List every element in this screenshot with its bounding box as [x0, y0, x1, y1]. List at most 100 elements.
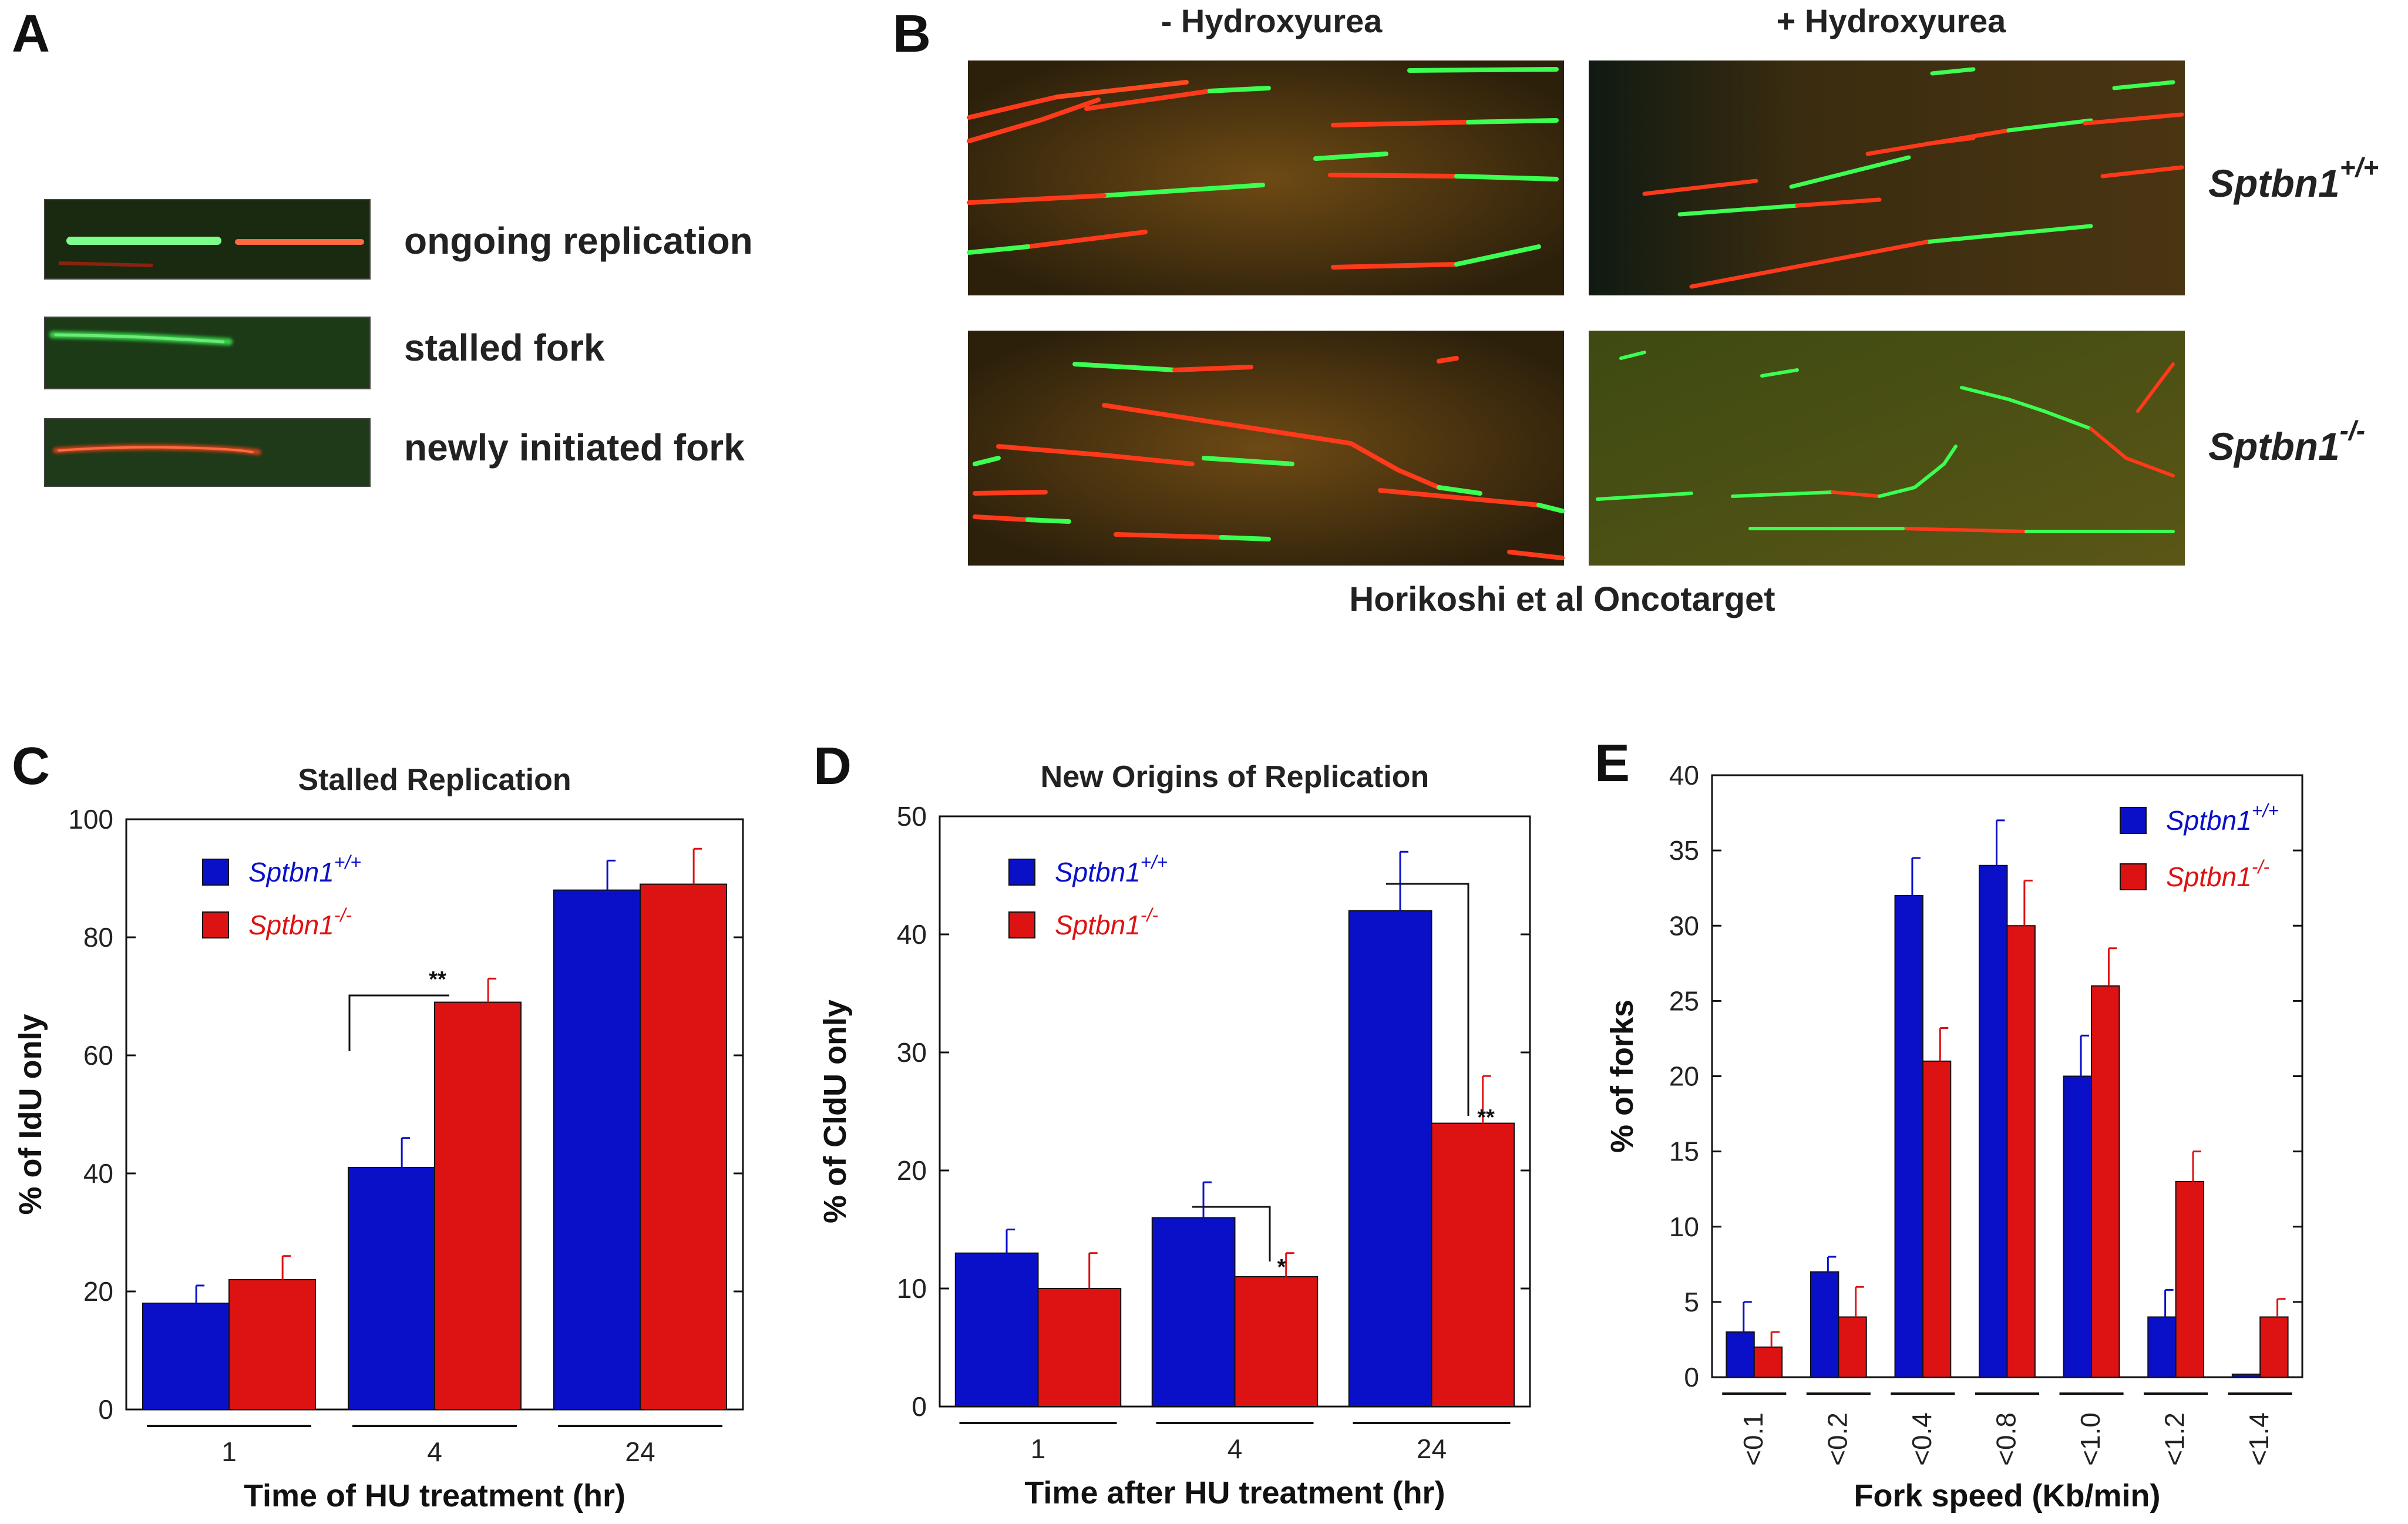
- y-tick-label: 40: [897, 919, 927, 950]
- x-tick-label: 4: [1227, 1434, 1243, 1464]
- x-tick-label: <0.8: [1991, 1412, 2022, 1466]
- panel-letter-b: B: [893, 5, 931, 63]
- bar-wt: [1151, 1217, 1236, 1407]
- bar-wt: [348, 1166, 435, 1410]
- y-tick-label: 5: [1684, 1287, 1699, 1317]
- bar-ko: [2175, 1180, 2205, 1378]
- legend-swatch: [2120, 807, 2147, 834]
- bar-ko: [1838, 1316, 1867, 1378]
- y-tick-label: 20: [83, 1276, 113, 1307]
- fiber-image-ko-plus-hu: [1589, 331, 2185, 566]
- fiber-image-wt-minus-hu: [967, 60, 1564, 295]
- y-tick-label: 50: [897, 801, 927, 832]
- chart-fork-speed: 0 5 10 15 20 25 30 35 40 % of forks Fork speed (Kb…: [1605, 760, 2303, 1513]
- bar-ko: [228, 1279, 316, 1410]
- fiber-image-newly-initiated: [44, 418, 371, 487]
- legend-swatch: [2120, 863, 2147, 890]
- bar-wt: [1726, 1331, 1755, 1378]
- bar-ko: [1922, 1060, 1952, 1378]
- y-tick-label: 40: [1669, 760, 1699, 790]
- bar-wt: [1894, 895, 1923, 1378]
- fiber-image-stalled: [44, 317, 371, 389]
- bar-wt: [142, 1303, 230, 1411]
- x-axis-label: Time after HU treatment (hr): [1024, 1475, 1445, 1510]
- bar-ko: [1234, 1276, 1319, 1407]
- bar-ko: [1753, 1346, 1783, 1378]
- panel-a: A ongoing replication stalled fork newly…: [12, 5, 753, 487]
- label-ongoing-replication: ongoing replication: [404, 220, 753, 262]
- legend-label: Sptbn1+/+: [1055, 852, 1168, 887]
- panel-letter-d: D: [813, 737, 852, 796]
- legend-swatch: [202, 911, 229, 938]
- panel-letter-c: C: [12, 737, 50, 796]
- y-tick-label: 0: [1684, 1362, 1699, 1392]
- x-tick-label: <0.1: [1738, 1412, 1768, 1466]
- significance-bracket: [1192, 1206, 1271, 1261]
- legend-label: Sptbn1+/+: [248, 852, 361, 887]
- y-tick-label: 20: [1669, 1061, 1699, 1092]
- chart-title: Stalled Replication: [298, 763, 571, 797]
- legend-label: Sptbn1-/-: [248, 904, 352, 940]
- panel-letter-a: A: [12, 5, 50, 63]
- panel-b: B - Hydroxyurea + Hydroxyurea: [893, 2, 2379, 618]
- bar-ko: [1037, 1288, 1122, 1407]
- x-tick-label: <0.4: [1906, 1412, 1937, 1466]
- x-tick-label: 1: [221, 1436, 237, 1467]
- bar-ko: [640, 883, 727, 1411]
- y-tick-label: 60: [83, 1040, 113, 1071]
- y-axis-label: % of forks: [1605, 1000, 1640, 1153]
- x-axis-label: Time of HU treatment (hr): [244, 1478, 625, 1513]
- row-label-ko: Sptbn1-/-: [2208, 415, 2365, 468]
- label-stalled-fork: stalled fork: [404, 327, 605, 369]
- y-tick-label: 40: [83, 1158, 113, 1189]
- legend-label: Sptbn1-/-: [2166, 856, 2269, 892]
- bar-wt: [2063, 1075, 2093, 1378]
- x-tick-label: <1.4: [2244, 1412, 2274, 1466]
- legend-swatch: [1008, 911, 1035, 938]
- bar-ko: [2006, 925, 2036, 1378]
- chart-title: New Origins of Replication: [1041, 760, 1430, 794]
- legend-label: Sptbn1+/+: [2166, 800, 2279, 836]
- y-axis-label: % of CldU only: [818, 1000, 853, 1223]
- chart-new-origins: New Origins of Replication 0 10 20 30 40 50 % o…: [818, 760, 1531, 1510]
- y-tick-label: 30: [1669, 910, 1699, 941]
- row-label-wt: Sptbn1+/+: [2208, 152, 2379, 205]
- y-tick-label: 10: [1669, 1212, 1699, 1242]
- bar-wt: [954, 1252, 1039, 1407]
- y-tick-label: 100: [68, 804, 113, 835]
- significance-label: **: [429, 967, 446, 992]
- significance-label: *: [1277, 1255, 1286, 1280]
- y-axis-label: % of IdU only: [13, 1014, 48, 1215]
- bar-wt: [2147, 1316, 2177, 1378]
- y-tick-label: 10: [897, 1273, 927, 1304]
- bar-ko: [2091, 985, 2120, 1378]
- fiber-image-ongoing: [44, 199, 372, 280]
- significance-bracket: [1386, 883, 1469, 1116]
- legend-swatch: [202, 859, 229, 886]
- label-newly-initiated-fork: newly initiated fork: [404, 426, 745, 469]
- bar-ko: [2259, 1316, 2289, 1378]
- legend-swatch: [1008, 859, 1035, 886]
- y-tick-label: 0: [912, 1391, 927, 1422]
- bar-wt: [1348, 910, 1432, 1408]
- fiber-image-wt-plus-hu: [1589, 60, 2185, 295]
- y-tick-label: 15: [1669, 1136, 1699, 1167]
- significance-bracket: [348, 994, 449, 1051]
- y-tick-label: 25: [1669, 985, 1699, 1016]
- x-tick-label: <1.0: [2075, 1412, 2106, 1466]
- image-credit: Horikoshi et al Oncotarget: [1349, 580, 1775, 618]
- chart-stalled-replication: Stalled Replication 0 20 40 60 80 100 % of IdU …: [13, 763, 744, 1513]
- x-tick-label: <1.2: [2160, 1412, 2190, 1466]
- bar-wt: [1810, 1271, 1839, 1378]
- x-axis-label: Fork speed (Kb/min): [1854, 1478, 2160, 1513]
- bar-ko: [1431, 1122, 1515, 1407]
- x-tick-label: 4: [427, 1436, 442, 1467]
- bar-wt: [2231, 1373, 2261, 1378]
- column-header-plus-hu: + Hydroxyurea: [1777, 2, 2006, 39]
- significance-label: **: [1477, 1105, 1495, 1130]
- column-header-minus-hu: - Hydroxyurea: [1161, 2, 1383, 39]
- panel-letter-e: E: [1595, 734, 1630, 793]
- y-tick-label: 30: [897, 1037, 927, 1068]
- x-tick-label: 24: [1417, 1434, 1447, 1464]
- legend-label: Sptbn1-/-: [1055, 904, 1158, 940]
